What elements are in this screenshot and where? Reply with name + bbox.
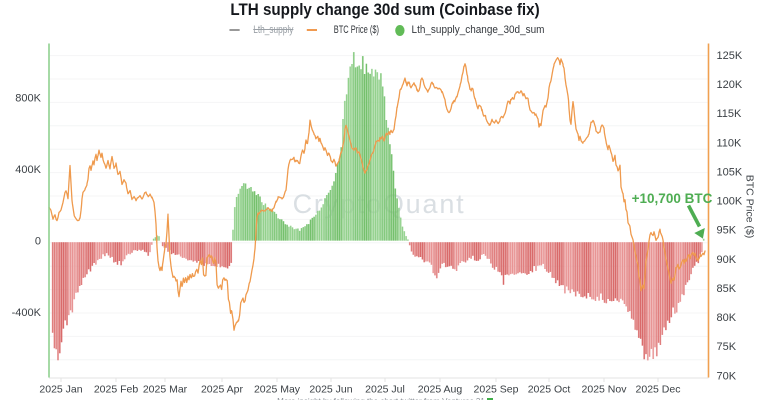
svg-text:400K: 400K	[15, 164, 41, 176]
svg-text:2025 Aug: 2025 Aug	[418, 384, 463, 396]
svg-text:2025 Dec: 2025 Dec	[636, 384, 681, 396]
svg-text:-400K: -400K	[12, 307, 42, 319]
svg-text:BTC Price ($): BTC Price ($)	[744, 175, 756, 239]
svg-text:2025 Mar: 2025 Mar	[143, 384, 188, 396]
svg-text:110K: 110K	[717, 137, 743, 149]
svg-text:70K: 70K	[717, 370, 737, 382]
svg-text:2025 Sep: 2025 Sep	[474, 384, 519, 396]
svg-text:2025 Oct: 2025 Oct	[528, 384, 571, 396]
svg-text:2025 Apr: 2025 Apr	[201, 384, 244, 396]
svg-text:0: 0	[35, 236, 41, 248]
svg-text:2025 Jan: 2025 Jan	[39, 384, 82, 396]
svg-text:2025 May: 2025 May	[254, 384, 301, 396]
svg-text:125K: 125K	[717, 50, 743, 62]
svg-text:85K: 85K	[717, 283, 737, 295]
svg-text:800K: 800K	[15, 93, 41, 105]
svg-text:2025 Nov: 2025 Nov	[582, 384, 628, 396]
svg-text:2025 Jun: 2025 Jun	[309, 384, 352, 396]
svg-text:95K: 95K	[717, 225, 737, 237]
svg-text:2025 Feb: 2025 Feb	[94, 384, 139, 396]
svg-text:90K: 90K	[717, 254, 737, 266]
svg-text:+10,700 BTC: +10,700 BTC	[632, 191, 713, 206]
svg-text:75K: 75K	[717, 341, 737, 353]
svg-text:120K: 120K	[717, 79, 743, 91]
svg-text:2025 Jul: 2025 Jul	[365, 384, 405, 396]
svg-text:115K: 115K	[717, 108, 743, 120]
svg-text:105K: 105K	[717, 166, 743, 178]
svg-text:80K: 80K	[717, 312, 737, 324]
svg-text:100K: 100K	[717, 196, 743, 208]
